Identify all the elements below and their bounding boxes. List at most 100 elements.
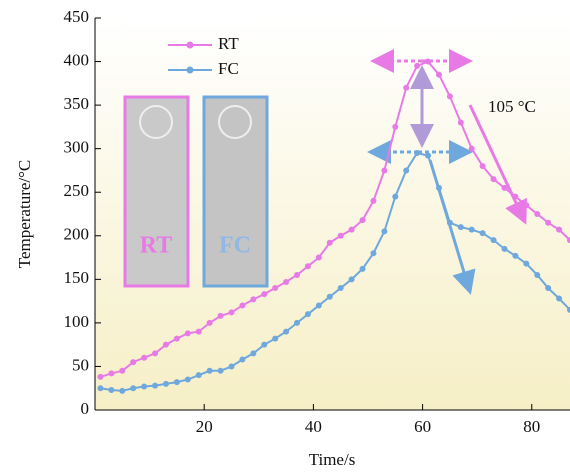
x-tick-label: 60: [414, 417, 431, 436]
point: [523, 202, 530, 209]
point: [162, 380, 169, 387]
point: [304, 311, 311, 318]
point: [141, 383, 148, 390]
x-tick-label: 40: [305, 417, 322, 436]
y-tick-label: 100: [64, 312, 90, 331]
point: [512, 252, 519, 259]
photo-detail: [218, 105, 252, 139]
point: [239, 356, 246, 363]
photo-label: FC: [219, 233, 251, 259]
y-tick-label: 350: [64, 94, 90, 113]
point: [370, 250, 377, 257]
point: [97, 385, 104, 392]
photo-fc: [202, 95, 269, 288]
point: [250, 296, 257, 303]
point: [130, 359, 137, 366]
point: [403, 84, 410, 91]
legend-label: FC: [218, 59, 239, 78]
point: [359, 217, 366, 224]
point: [217, 367, 224, 374]
point: [108, 386, 115, 393]
point: [348, 226, 355, 233]
point: [206, 367, 213, 374]
point: [435, 71, 442, 78]
point: [446, 219, 453, 226]
point: [206, 319, 213, 326]
point: [348, 276, 355, 283]
point: [435, 184, 442, 191]
point: [479, 163, 486, 170]
point: [414, 62, 421, 69]
point: [392, 123, 399, 130]
point: [304, 263, 311, 270]
point: [468, 226, 475, 233]
point: [315, 302, 322, 309]
point: [294, 319, 301, 326]
point: [512, 193, 519, 200]
point: [490, 237, 497, 244]
point: [457, 119, 464, 126]
photo-rt: [123, 95, 190, 288]
point: [337, 285, 344, 292]
point: [283, 278, 290, 285]
point: [479, 230, 486, 237]
point: [545, 285, 552, 292]
point: [567, 306, 570, 313]
point: [392, 193, 399, 200]
y-tick-label: 250: [64, 181, 90, 200]
point: [173, 379, 180, 386]
photo-detail: [139, 105, 173, 139]
legend-label: RT: [218, 34, 239, 53]
y-tick-label: 300: [64, 138, 90, 157]
y-axis-label: Temperature/°C: [15, 160, 34, 269]
x-tick-label: 20: [196, 417, 213, 436]
annotation: 105 °C: [488, 97, 536, 116]
point: [315, 254, 322, 261]
point: [97, 373, 104, 380]
point: [173, 335, 180, 342]
y-tick-label: 450: [64, 7, 90, 26]
point: [359, 265, 366, 272]
point: [556, 226, 563, 233]
point: [523, 260, 530, 267]
point: [141, 354, 148, 361]
point: [228, 309, 235, 316]
point: [457, 224, 464, 231]
point: [130, 385, 137, 392]
y-tick-label: 0: [81, 399, 90, 418]
inset-photos: RT FC: [123, 95, 269, 288]
point: [468, 145, 475, 152]
point: [162, 341, 169, 348]
x-axis-label: Time/s: [309, 450, 356, 469]
point: [250, 350, 257, 357]
point: [272, 285, 279, 292]
point: [184, 376, 191, 383]
point: [239, 302, 246, 309]
point: [381, 228, 388, 235]
point: [195, 328, 202, 335]
point: [152, 382, 159, 389]
point: [283, 328, 290, 335]
y-tick-label: 400: [64, 50, 90, 69]
point: [294, 271, 301, 278]
point: [261, 291, 268, 298]
point: [119, 387, 126, 394]
point: [261, 341, 268, 348]
y-tick-label: 150: [64, 268, 90, 287]
point: [534, 211, 541, 217]
point: [119, 367, 126, 374]
point: [567, 237, 570, 244]
point: [326, 293, 333, 300]
point: [490, 176, 497, 183]
arrow: [468, 104, 527, 225]
point: [326, 239, 333, 246]
point: [381, 167, 388, 174]
point: [152, 350, 159, 357]
y-tick-label: 200: [64, 225, 90, 244]
point: [184, 330, 191, 337]
point: [217, 312, 224, 319]
legend-marker: [186, 66, 194, 74]
point: [425, 58, 432, 65]
point: [545, 219, 552, 226]
point: [534, 271, 541, 278]
